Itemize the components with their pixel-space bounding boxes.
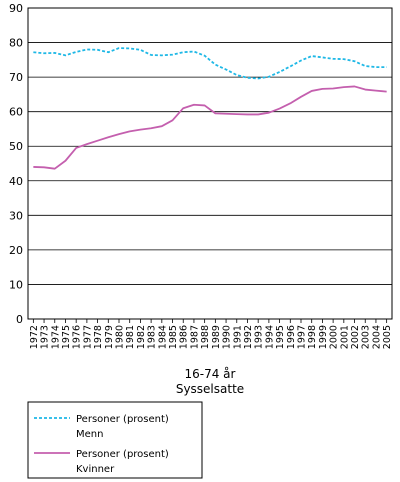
x-tick-label: 1973 <box>40 325 51 349</box>
x-tick-label: 1985 <box>168 325 179 349</box>
series-line-menn <box>33 47 387 80</box>
x-tick-label: 1990 <box>222 325 233 349</box>
x-tick-label: 1988 <box>200 325 211 349</box>
x-tick-label: 1994 <box>264 325 275 349</box>
x-axis-label: 16-74 år <box>185 367 236 381</box>
x-tick-label: 1976 <box>72 325 83 349</box>
x-tick-label: 1986 <box>179 325 190 349</box>
y-tick-label: 80 <box>9 37 23 50</box>
x-tick-label: 1972 <box>29 325 40 349</box>
legend-label-kvinner: Personer (prosent) <box>76 449 169 460</box>
plot-frame <box>27 7 393 320</box>
y-tick-label: 70 <box>9 71 23 84</box>
grid-lines <box>28 7 392 320</box>
y-tick-label: 90 <box>9 2 23 15</box>
x-tick-label: 1995 <box>275 325 286 349</box>
x-tick-label: 2003 <box>361 325 372 349</box>
x-tick-label: 1989 <box>211 325 222 349</box>
series-lines <box>33 47 387 170</box>
y-tick-label: 10 <box>9 278 23 291</box>
legend-box <box>27 401 203 479</box>
x-tick-label: 1980 <box>115 325 126 349</box>
legend-group-kvinner: Kvinner <box>76 464 115 475</box>
legend: Personer (prosent) Menn Personer (prosen… <box>27 401 203 479</box>
y-tick-label: 40 <box>9 175 23 188</box>
x-tick-label: 1993 <box>254 325 265 349</box>
legend-label-menn: Personer (prosent) <box>76 414 169 425</box>
x-tick-label: 1975 <box>61 325 72 349</box>
y-tick-label: 30 <box>9 209 23 222</box>
x-tick-label: 1979 <box>104 325 115 349</box>
series-line-kvinner <box>33 85 387 170</box>
x-tick-label: 1997 <box>297 325 308 349</box>
x-tick-label: 1974 <box>50 325 61 349</box>
x-tick-label: 1991 <box>232 325 243 349</box>
y-tick-label: 50 <box>9 140 23 153</box>
y-tick-label: 60 <box>9 106 23 119</box>
x-tick-label: 1987 <box>189 325 200 349</box>
x-tick-label: 1984 <box>157 325 168 349</box>
x-tick-label: 2001 <box>339 325 350 349</box>
y-tick-labels: 0 10 20 30 40 50 60 70 80 90 <box>9 2 23 326</box>
x-tick-label: 1983 <box>147 325 158 349</box>
x-tick-label: 2002 <box>350 325 361 349</box>
x-tick-label: 2005 <box>382 325 393 349</box>
x-tick-label: 1999 <box>318 325 329 349</box>
x-tick-label: 1977 <box>82 325 93 349</box>
x-tick-label: 1981 <box>125 325 136 349</box>
x-tick-label: 1982 <box>136 325 147 349</box>
x-tick-labels: 1972 1973 1974 1975 1976 1977 1978 1979 1980 1981… <box>29 319 393 349</box>
x-tick-label: 1998 <box>307 325 318 349</box>
x-tick-label: 1978 <box>93 325 104 349</box>
x-tick-label: 2000 <box>329 325 340 349</box>
x-tick-label: 2004 <box>371 325 382 349</box>
y-tick-label: 0 <box>16 313 23 326</box>
x-tick-label: 1992 <box>243 325 254 349</box>
y-tick-label: 20 <box>9 244 23 257</box>
legend-group-menn: Menn <box>76 429 103 440</box>
x-tick-label: 1996 <box>286 325 297 349</box>
x-axis-sublabel: Sysselsatte <box>176 382 244 396</box>
